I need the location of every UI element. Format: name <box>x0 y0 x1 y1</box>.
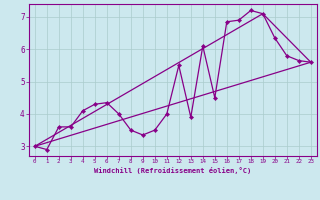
X-axis label: Windchill (Refroidissement éolien,°C): Windchill (Refroidissement éolien,°C) <box>94 167 252 174</box>
